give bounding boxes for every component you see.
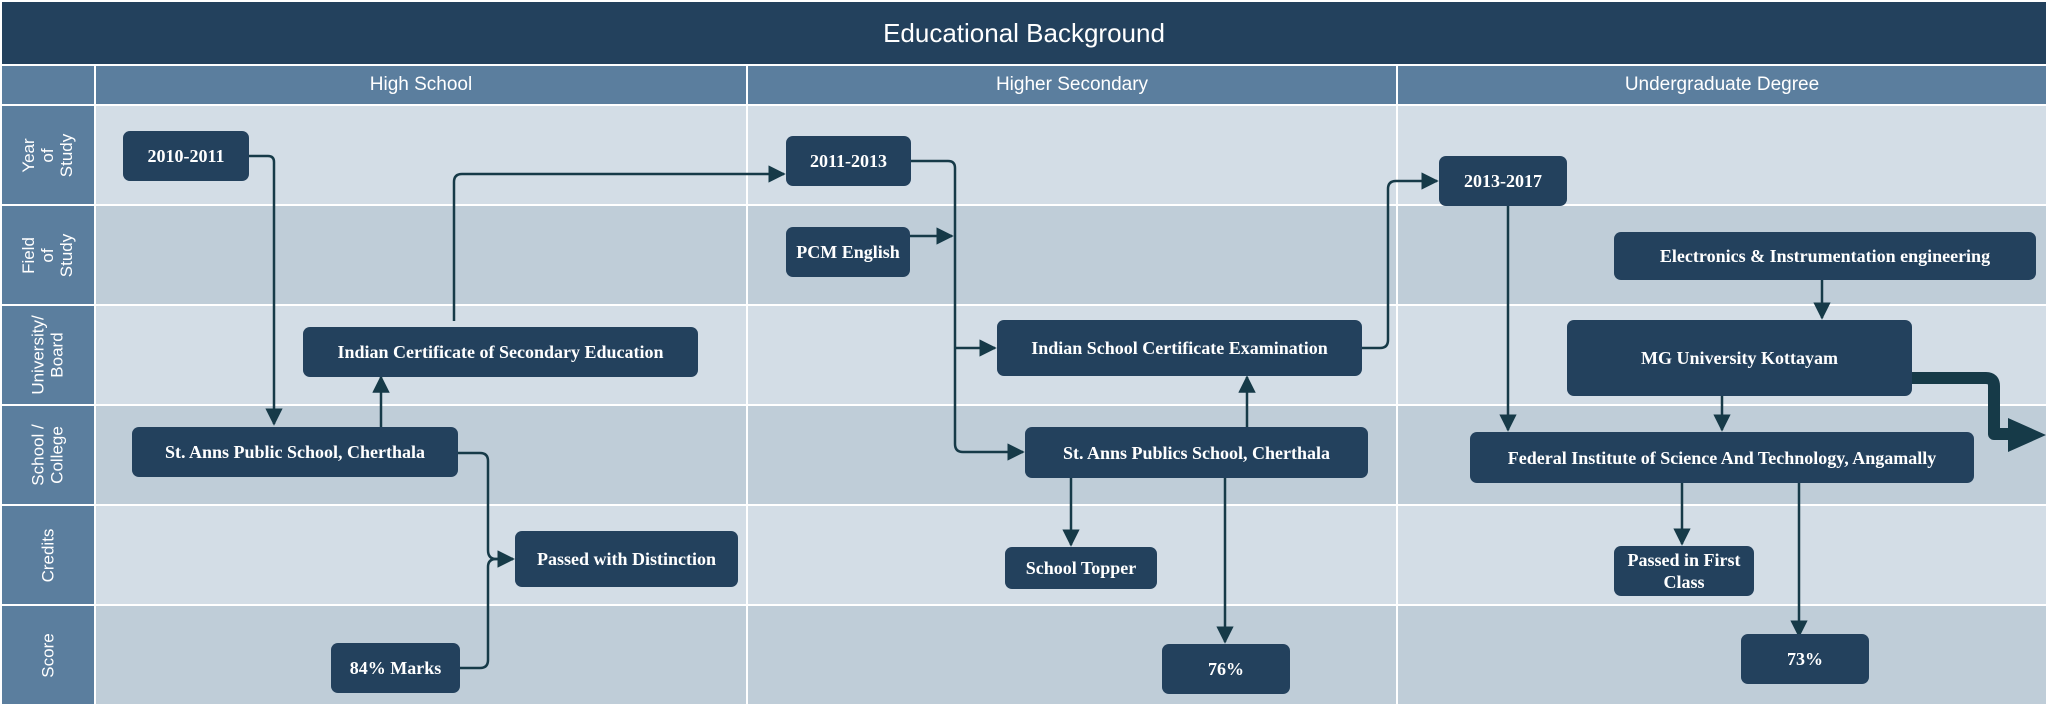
connector-arrow bbox=[911, 159, 1025, 461]
connector-arrow bbox=[460, 550, 515, 670]
row-header-score: Score bbox=[2, 606, 94, 704]
row-header-school: School / College bbox=[2, 406, 94, 504]
node-ug-college: Federal Institute of Science And Technol… bbox=[1470, 432, 1974, 483]
node-hsc-field: PCM English bbox=[786, 227, 910, 277]
exit-arrow-head bbox=[2008, 418, 2046, 452]
connector-arrow bbox=[1362, 172, 1439, 350]
column-header-higher-secondary: Higher Secondary bbox=[748, 66, 1396, 104]
node-ug-score: 73% bbox=[1741, 634, 1869, 684]
node-hsc-credits: School Topper bbox=[1005, 547, 1157, 589]
node-hsc-year: 2011-2013 bbox=[786, 136, 911, 186]
node-ug-field: Electronics & Instrumentation engineerin… bbox=[1614, 232, 2036, 280]
node-hs-credits: Passed with Distinction bbox=[515, 531, 738, 587]
row-header-field: Field of Study bbox=[2, 206, 94, 304]
exit-arrow bbox=[1912, 372, 2010, 440]
node-hs-year: 2010-2011 bbox=[123, 131, 249, 181]
column-header-undergraduate: Undergraduate Degree bbox=[1398, 66, 2046, 104]
row-header-year: Year of Study bbox=[2, 106, 94, 204]
node-hsc-board: Indian School Certificate Examination bbox=[997, 320, 1362, 376]
node-hs-school: St. Anns Public School, Cherthala bbox=[132, 427, 458, 477]
grid-cell bbox=[1398, 606, 2046, 704]
connector-arrow bbox=[458, 451, 515, 568]
node-hsc-score: 76% bbox=[1162, 644, 1290, 694]
row-header-credits: Credits bbox=[2, 506, 94, 604]
node-ug-year: 2013-2017 bbox=[1439, 156, 1567, 206]
node-hs-score: 84% Marks bbox=[331, 643, 460, 693]
connector-arrow bbox=[452, 165, 786, 321]
grid-cell bbox=[96, 206, 746, 304]
connector-arrow bbox=[249, 154, 283, 426]
column-header-high-school: High School bbox=[96, 66, 746, 104]
node-ug-university: MG University Kottayam bbox=[1567, 320, 1912, 396]
header-corner bbox=[2, 66, 94, 104]
node-hs-board: Indian Certificate of Secondary Educatio… bbox=[303, 327, 698, 377]
diagram-title: Educational Background bbox=[2, 2, 2046, 64]
node-hsc-school: St. Anns Publics School, Cherthala bbox=[1025, 427, 1368, 478]
node-ug-credits: Passed in First Class bbox=[1614, 546, 1754, 596]
row-header-board: University/ Board bbox=[2, 306, 94, 404]
